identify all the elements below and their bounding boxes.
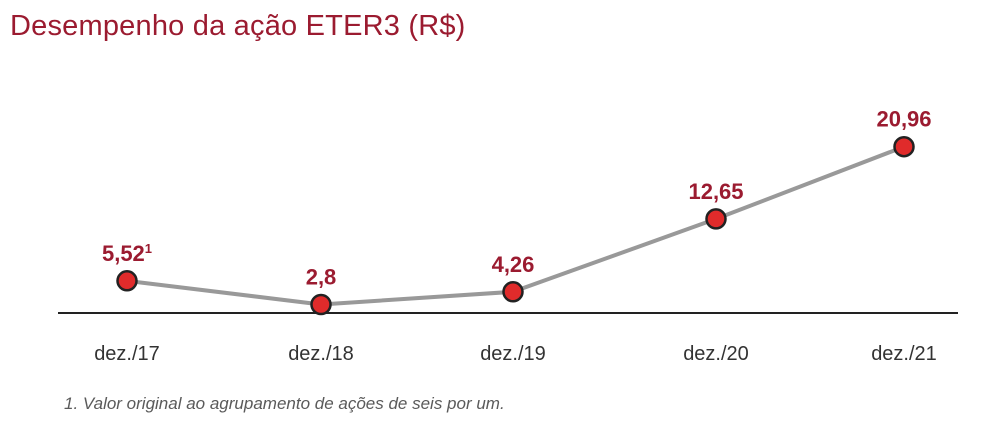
data-label: 2,8 <box>306 265 337 290</box>
data-labels-group: 5,521 2,8 4,26 12,65 20,96 <box>102 107 932 290</box>
x-tick-label: dez./17 <box>94 343 160 365</box>
data-label: 5,521 <box>102 241 152 266</box>
data-point <box>502 281 524 303</box>
data-label: 20,96 <box>876 107 931 132</box>
x-tick-label: dez./21 <box>871 343 937 365</box>
footnote-marker: 1 <box>145 241 152 256</box>
series-line <box>126 144 905 307</box>
x-tick-label: dez./18 <box>288 343 354 365</box>
x-ticks-group: dez./17 dez./18 dez./19 dez./20 dez./21 <box>94 343 937 365</box>
series-group <box>116 135 915 316</box>
data-label: 4,26 <box>492 252 535 277</box>
data-point <box>893 135 915 158</box>
x-tick-label: dez./19 <box>480 343 546 365</box>
data-point <box>705 208 727 230</box>
footnote: 1. Valor original ao agrupamento de açõe… <box>64 394 505 413</box>
x-tick-label: dez./20 <box>683 343 749 365</box>
data-label: 12,65 <box>688 179 743 204</box>
data-point <box>310 293 332 316</box>
data-point <box>116 270 138 292</box>
chart-title: Desempenho da ação ETER3 (R$) <box>10 10 466 42</box>
